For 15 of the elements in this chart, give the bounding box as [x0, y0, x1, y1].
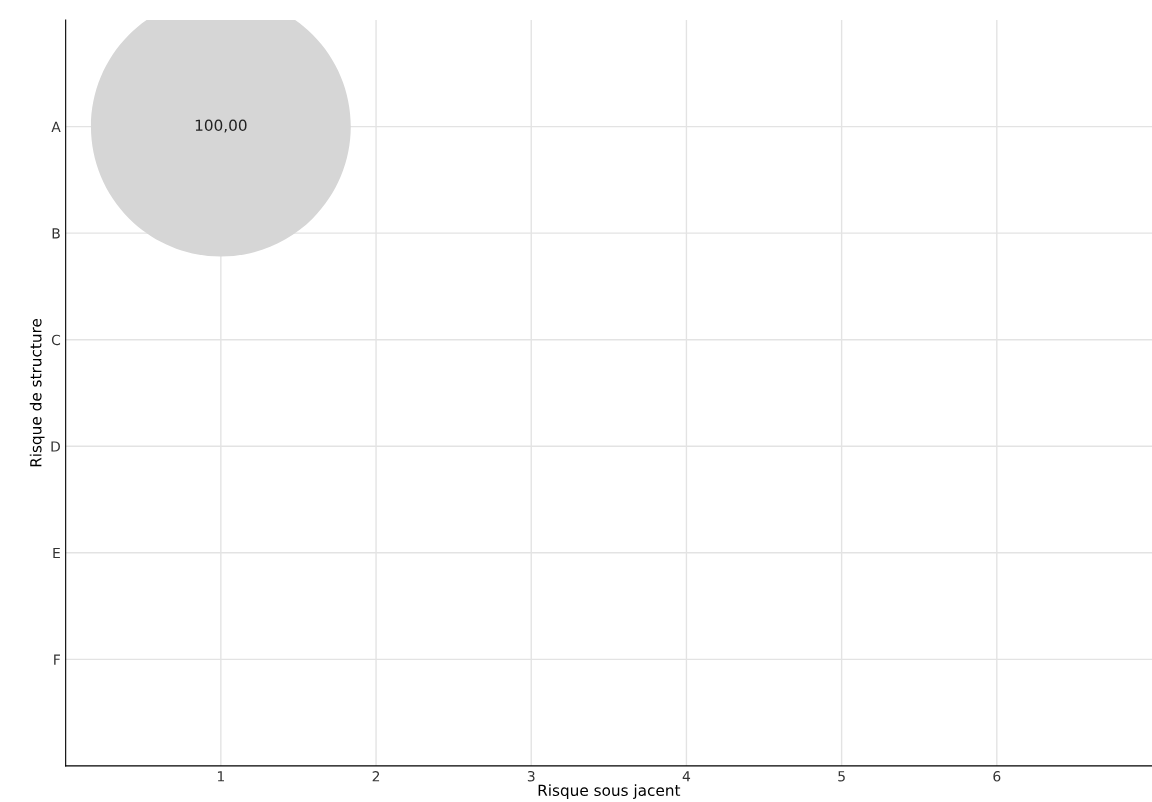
- x-tick-label: 6: [993, 771, 1001, 782]
- y-tick-label: C: [51, 334, 61, 346]
- x-tick-label: 4: [682, 771, 691, 782]
- x-axis-title: Risque sous jacent: [538, 784, 681, 799]
- x-tick-label: 5: [838, 771, 845, 782]
- y-tick-label: D: [51, 441, 60, 452]
- y-tick-label: F: [54, 654, 60, 665]
- x-tick-label: 1: [217, 771, 224, 782]
- y-tick-label: E: [53, 547, 60, 559]
- annotation: 100,00: [195, 119, 247, 133]
- y-axis-title: Risque de structure: [29, 318, 45, 467]
- x-tick-label: 2: [372, 771, 380, 782]
- y-tick-label: B: [52, 228, 60, 239]
- y-tick-label: A: [51, 121, 61, 132]
- x-tick-label: 3: [527, 771, 535, 782]
